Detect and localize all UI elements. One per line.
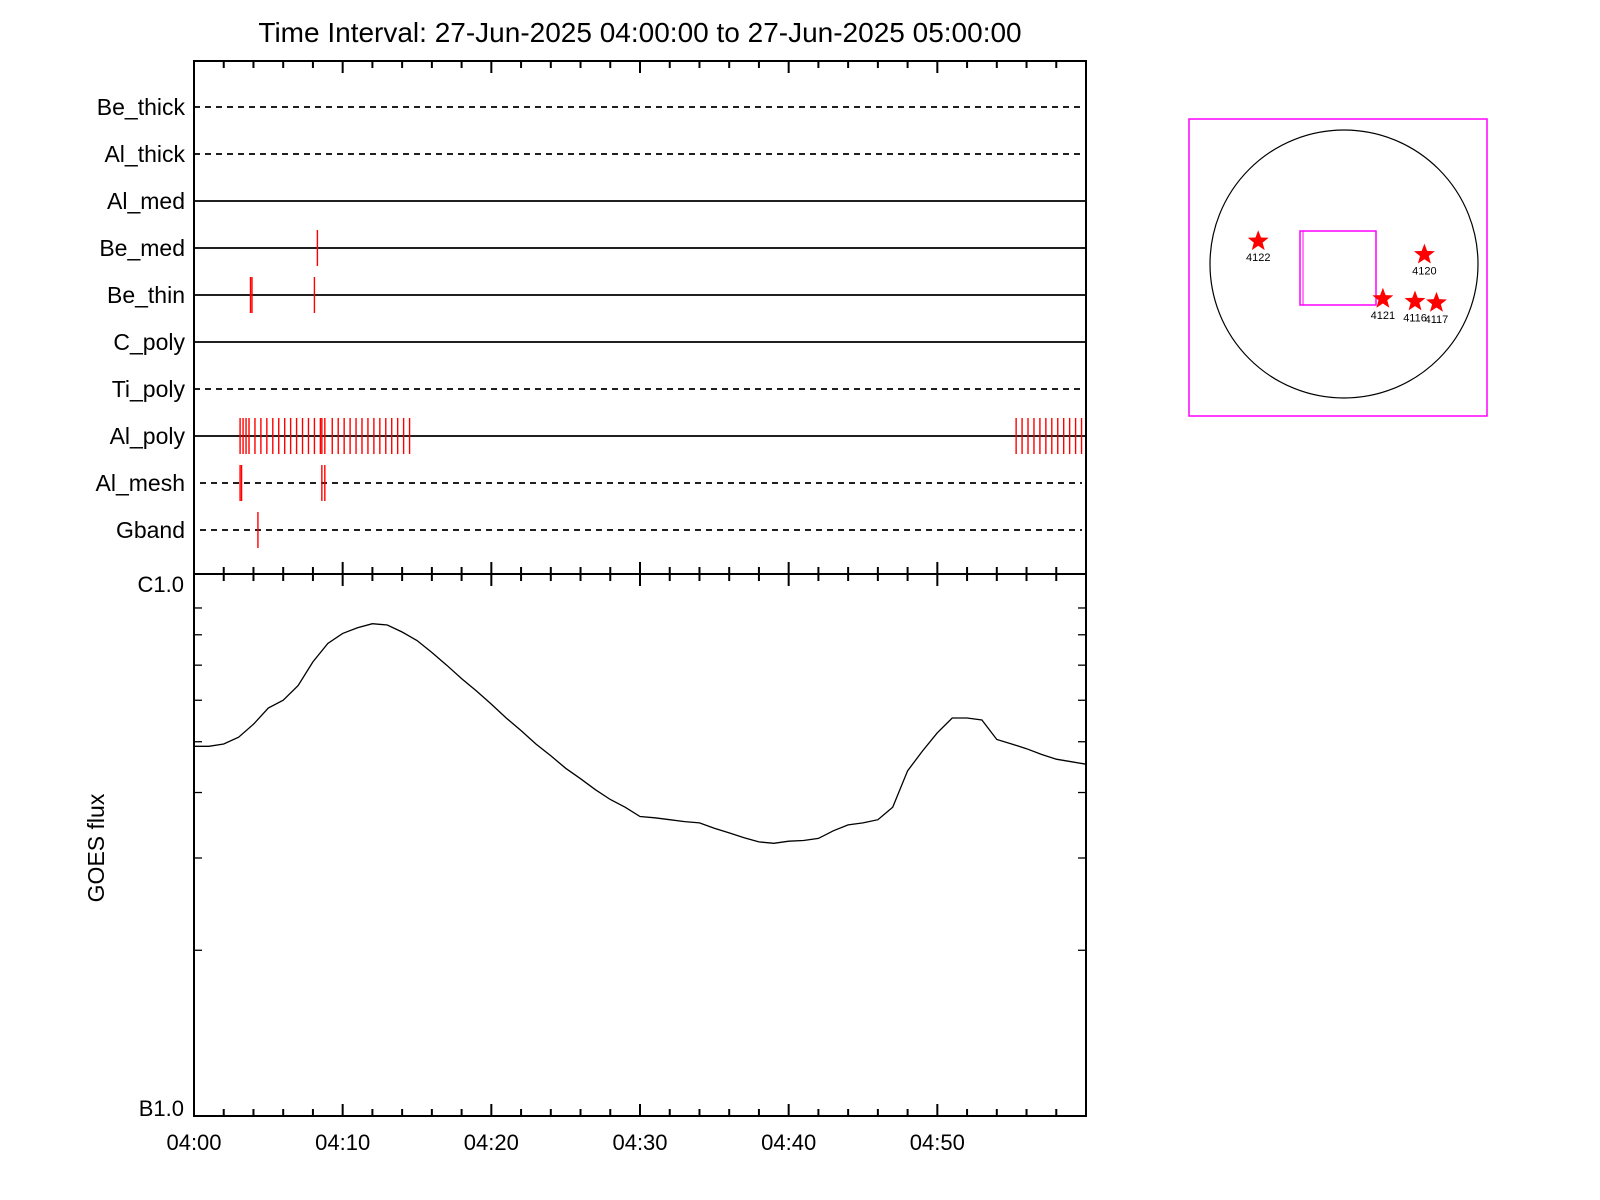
solar-disk xyxy=(1209,129,1479,399)
event-timeline-panel: Be_thick Al_thick Al_med Be_med Be_thin C_pol… xyxy=(96,60,1087,575)
region-label: 4122 xyxy=(1246,252,1270,264)
row-label: Be_med xyxy=(99,235,185,261)
row-label: Al_mesh xyxy=(96,470,185,496)
timeline-row-ti-poly: Ti_poly xyxy=(112,376,1082,402)
row-label: Ti_poly xyxy=(112,376,186,402)
row-label: Gband xyxy=(116,517,185,543)
timeline-row-al-poly: Al_poly xyxy=(110,418,1086,454)
chart-title: Time Interval: 27-Jun-2025 04:00:00 to 2… xyxy=(258,17,1021,48)
row-label: Be_thin xyxy=(107,282,185,308)
active-region-4117: 4117 xyxy=(1425,291,1449,326)
row-label: Al_poly xyxy=(110,423,186,449)
x-tick-label: 04:10 xyxy=(315,1130,370,1155)
y-axis-label: GOES flux xyxy=(83,793,109,902)
timeline-row-be-thick: Be_thick xyxy=(97,94,1082,120)
timeline-frame xyxy=(193,60,1087,575)
x-tick-label: 04:40 xyxy=(761,1130,816,1155)
goes-flux-panel: C1.0 B1.0 GOES flux 04:00 04:10 04:20 04:30 04:… xyxy=(83,572,1087,1155)
x-tick-label: 04:50 xyxy=(910,1130,965,1155)
timeline-row-al-mesh: Al_mesh xyxy=(96,465,1082,501)
active-region-4121: 4121 xyxy=(1371,287,1395,322)
timeline-row-be-med: Be_med xyxy=(99,230,1086,266)
active-region-4116: 4116 xyxy=(1403,290,1427,325)
region-star xyxy=(1404,290,1426,311)
region-star xyxy=(1426,291,1447,312)
fov-box xyxy=(1302,230,1377,306)
region-label: 4116 xyxy=(1403,313,1427,325)
timeline-row-al-med: Al_med xyxy=(107,188,1086,214)
region-label: 4121 xyxy=(1371,310,1395,322)
row-label: Al_med xyxy=(107,188,185,214)
active-region-4122: 4122 xyxy=(1246,230,1270,264)
goes-flux-line xyxy=(194,623,1087,844)
region-star xyxy=(1247,230,1269,251)
region-star xyxy=(1372,287,1394,308)
region-star xyxy=(1413,243,1435,264)
active-region-4120: 4120 xyxy=(1412,243,1437,278)
row-label: C_poly xyxy=(113,329,185,355)
flux-frame xyxy=(193,573,1087,1117)
region-label: 4117 xyxy=(1425,314,1449,326)
timeline-row-gband: Gband xyxy=(116,512,1082,548)
timeline-row-be-thin: Be_thin xyxy=(107,277,1086,313)
x-tick-label: 04:00 xyxy=(166,1130,221,1155)
region-label: 4120 xyxy=(1412,266,1436,278)
x-tick-label: 04:20 xyxy=(464,1130,519,1155)
inset-frame xyxy=(1188,118,1488,417)
x-tick-label: 04:30 xyxy=(612,1130,667,1155)
timeline-row-al-thick: Al_thick xyxy=(104,141,1082,167)
row-label: Be_thick xyxy=(97,94,186,120)
y-tick-label: C1.0 xyxy=(138,572,184,597)
fov-box xyxy=(1299,230,1377,306)
timeline-row-c-poly: C_poly xyxy=(113,329,1086,355)
y-tick-label: B1.0 xyxy=(139,1096,184,1121)
row-label: Al_thick xyxy=(104,141,185,167)
